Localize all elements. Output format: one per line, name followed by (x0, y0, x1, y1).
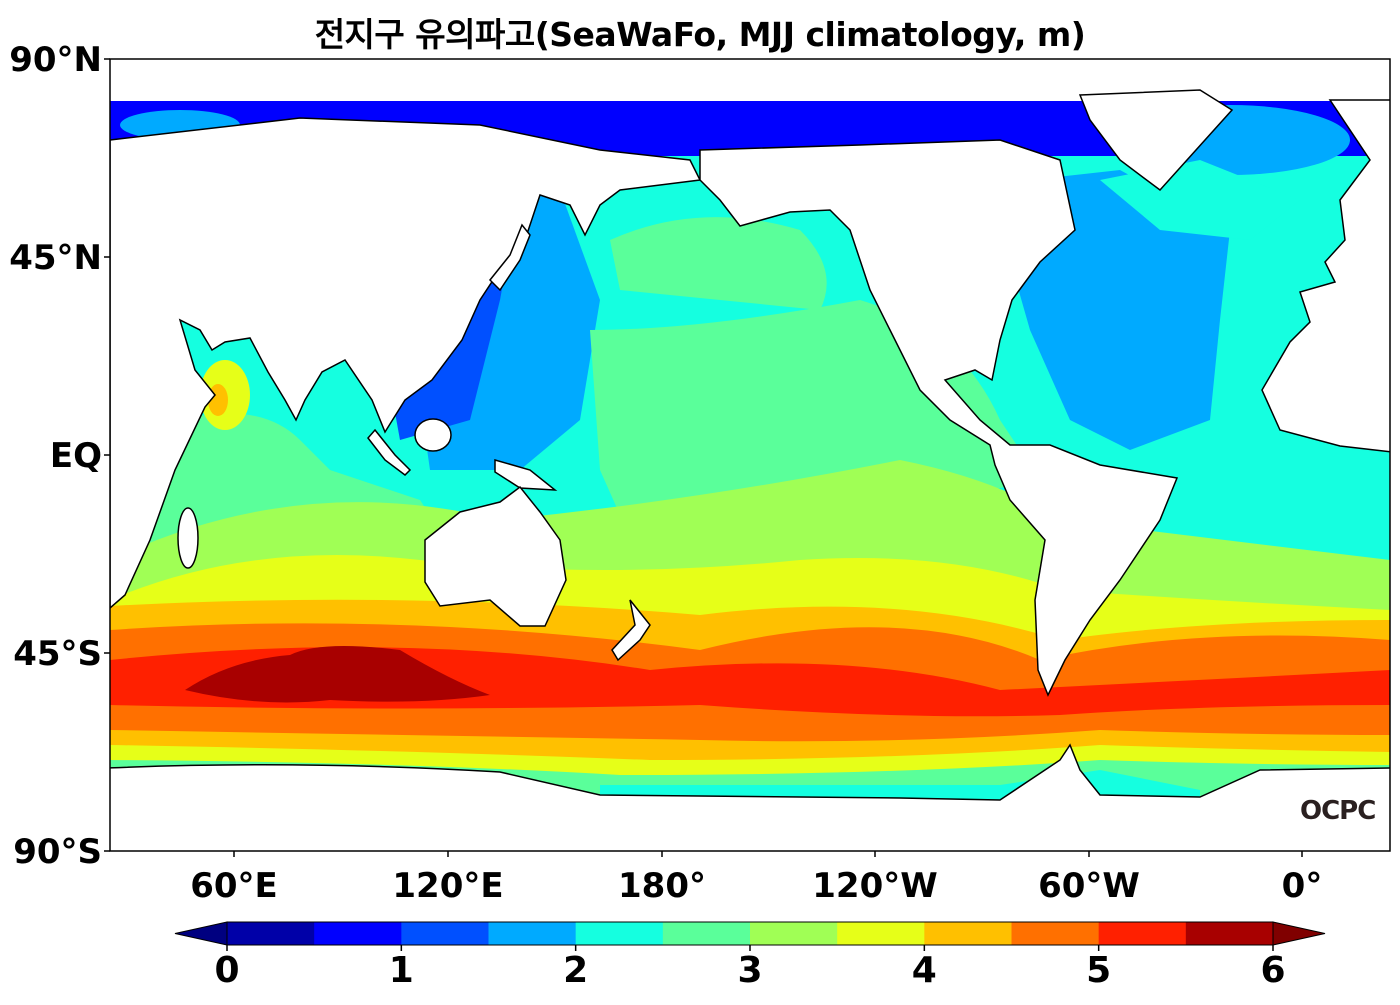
colorbar-tick-label: 6 (1260, 950, 1286, 991)
colorbar-segment (837, 922, 925, 945)
australia (424, 485, 567, 627)
axis-ticks (104, 58, 1303, 857)
lon-label-180: 180° (618, 866, 706, 906)
greenland (1078, 89, 1234, 192)
lon-label-60w: 60°W (1038, 866, 1140, 906)
colorbar-segment (401, 922, 489, 945)
colorbar (174, 921, 1326, 951)
colorbar-segment (1098, 922, 1187, 945)
lat-label-eq: EQ (49, 436, 102, 476)
madagascar (177, 507, 199, 569)
colorbar-segment (750, 922, 838, 945)
lon-label-120e: 120°E (392, 866, 504, 906)
colorbar-tick-label: 0 (214, 950, 240, 991)
new-guinea (494, 459, 558, 491)
colorbar-tick-label: 4 (911, 950, 937, 991)
japan (488, 223, 531, 292)
colorbar-segment (924, 922, 1012, 945)
eurasia-africa (110, 117, 702, 609)
land-masses (110, 59, 1390, 851)
europe-west-africa (1261, 99, 1390, 453)
north-pacific-patch (610, 217, 827, 310)
new-zealand (611, 599, 651, 662)
borneo (414, 418, 452, 452)
colorbar-segment (1185, 922, 1274, 945)
colorbar-under-triangle (174, 921, 228, 946)
lon-label-0: 0° (1281, 866, 1323, 906)
colorbar-tick-label: 5 (1086, 950, 1112, 991)
band-over-5.5 (185, 646, 490, 703)
antarctica (110, 743, 1390, 851)
lon-label-60e: 60°E (190, 866, 278, 906)
sumatra (367, 428, 412, 476)
lat-label-90s: 90°S (13, 832, 102, 872)
ocpc-logo: OCPC (1300, 796, 1376, 826)
colorbar-segment (227, 922, 315, 945)
colorbar-segment (314, 922, 402, 945)
americas (699, 139, 1179, 697)
colorbar-segment (662, 922, 751, 945)
lat-label-90n: 90°N (9, 40, 102, 80)
map-title: 전지구 유의파고(SeaWaFo, MJJ climatology, m) (314, 15, 1086, 54)
lon-label-120w: 120°W (812, 866, 938, 906)
lat-label-45s: 45°S (13, 634, 102, 674)
colorbar-segment (488, 922, 577, 945)
colorbar-segment (1011, 922, 1100, 945)
colorbar-over-triangle (1272, 921, 1326, 946)
colorbar-tick-label: 1 (388, 950, 414, 991)
colorbar-segment (575, 922, 664, 945)
lat-label-45n: 45°N (9, 238, 102, 278)
colorbar-tick-label: 2 (563, 950, 589, 991)
colorbar-tick-label: 3 (737, 950, 763, 991)
